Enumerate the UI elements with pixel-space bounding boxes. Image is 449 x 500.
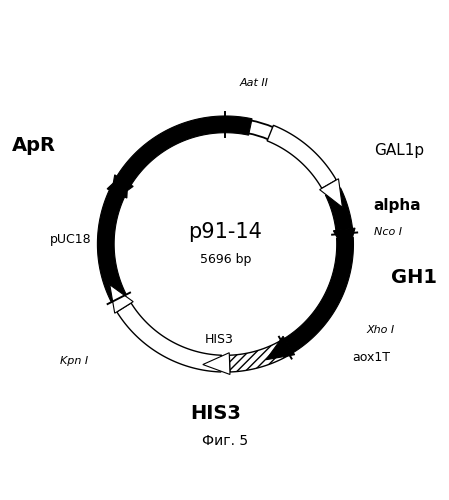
Text: p91-14: p91-14 — [189, 222, 262, 242]
Polygon shape — [284, 238, 353, 352]
Text: Фиг. 5: Фиг. 5 — [202, 434, 248, 448]
Text: aox1T: aox1T — [352, 351, 390, 364]
Text: Nco I: Nco I — [374, 227, 402, 237]
Polygon shape — [326, 188, 352, 230]
Text: GH1: GH1 — [391, 268, 436, 287]
Text: alpha: alpha — [374, 198, 422, 213]
Polygon shape — [229, 340, 290, 372]
Polygon shape — [266, 336, 295, 359]
Polygon shape — [334, 228, 355, 256]
Polygon shape — [107, 169, 128, 198]
Polygon shape — [267, 126, 336, 188]
Polygon shape — [117, 116, 252, 185]
Text: ApR: ApR — [12, 136, 56, 156]
Polygon shape — [110, 175, 133, 204]
Text: Kpn I: Kpn I — [60, 356, 88, 366]
Text: Aat II: Aat II — [240, 78, 269, 88]
Text: HIS3: HIS3 — [190, 404, 241, 423]
Text: pUC18: pUC18 — [50, 232, 92, 245]
Polygon shape — [203, 352, 230, 374]
Text: GAL1p: GAL1p — [374, 143, 424, 158]
Text: Xho I: Xho I — [367, 325, 395, 335]
Text: 5696 bp: 5696 bp — [200, 253, 251, 266]
Polygon shape — [110, 284, 133, 313]
Polygon shape — [320, 178, 343, 208]
Polygon shape — [117, 303, 221, 372]
Text: HIS3: HIS3 — [205, 333, 234, 346]
Polygon shape — [97, 190, 126, 302]
